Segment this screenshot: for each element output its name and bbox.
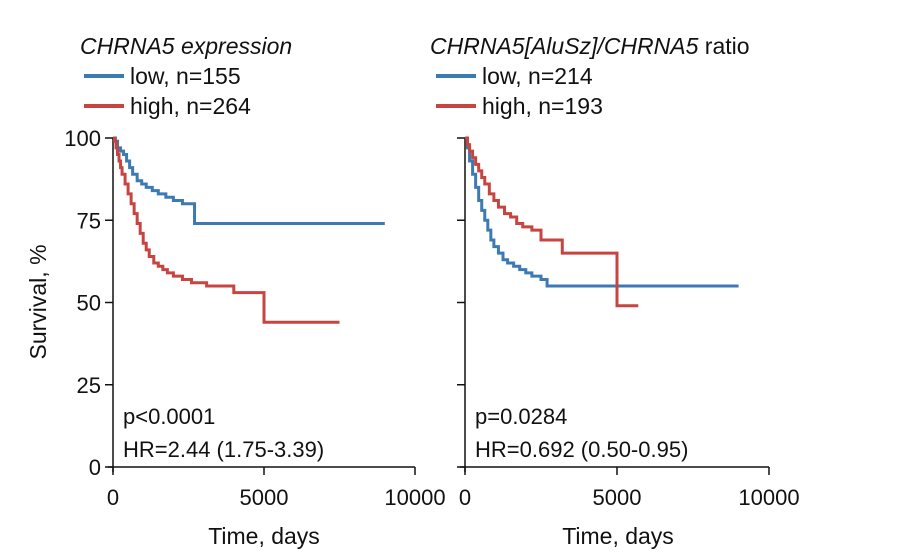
survival-curve-high (465, 136, 639, 308)
panel-title: CHRNA5[AluSz]/CHRNA5 ratio (430, 33, 750, 59)
x-tick-label: 10000 (738, 485, 799, 510)
y-axis-label: Survival, % (25, 244, 51, 359)
p-value: p=0.0284 (475, 404, 567, 429)
hazard-ratio: HR=0.692 (0.50-0.95) (475, 437, 688, 462)
x-tick-label: 10000 (384, 485, 445, 510)
y-tick-label: 50 (77, 291, 101, 316)
hazard-ratio: HR=2.44 (1.75-3.39) (123, 437, 324, 462)
legend-label-low: low, n=214 (482, 63, 593, 89)
y-tick-label: 25 (77, 373, 101, 398)
x-tick-label: 0 (107, 485, 119, 510)
annotations: p<0.0001 HR=2.44 (1.75-3.39) (123, 404, 324, 462)
legend: low, n=214 high, n=193 (436, 63, 603, 119)
x-tick-label: 5000 (593, 485, 642, 510)
panel-chrna5-expression: CHRNA5 expression low, n=155 high, n=264… (64, 33, 445, 549)
legend: low, n=155 high, n=264 (84, 63, 251, 119)
legend-label-low: low, n=155 (130, 63, 241, 89)
y-tick-label: 100 (64, 126, 101, 151)
panel-alusz-ratio: CHRNA5[AluSz]/CHRNA5 ratio low, n=214 hi… (430, 33, 800, 549)
x-axis-label: Time, days (208, 523, 320, 549)
x-tick-label: 0 (459, 485, 471, 510)
panel-title: CHRNA5 expression (80, 33, 292, 59)
survival-curve-low (465, 136, 739, 288)
x-tick-label: 5000 (240, 485, 289, 510)
p-value: p<0.0001 (123, 404, 215, 429)
y-tick-label: 0 (89, 455, 101, 480)
survival-curve-low (113, 136, 385, 226)
legend-label-high: high, n=193 (482, 93, 603, 119)
annotations: p=0.0284 HR=0.692 (0.50-0.95) (475, 404, 688, 462)
y-tick-label: 75 (77, 208, 101, 233)
x-axis-label: Time, days (562, 523, 674, 549)
legend-label-high: high, n=264 (130, 93, 251, 119)
survival-curve-high (113, 136, 340, 324)
